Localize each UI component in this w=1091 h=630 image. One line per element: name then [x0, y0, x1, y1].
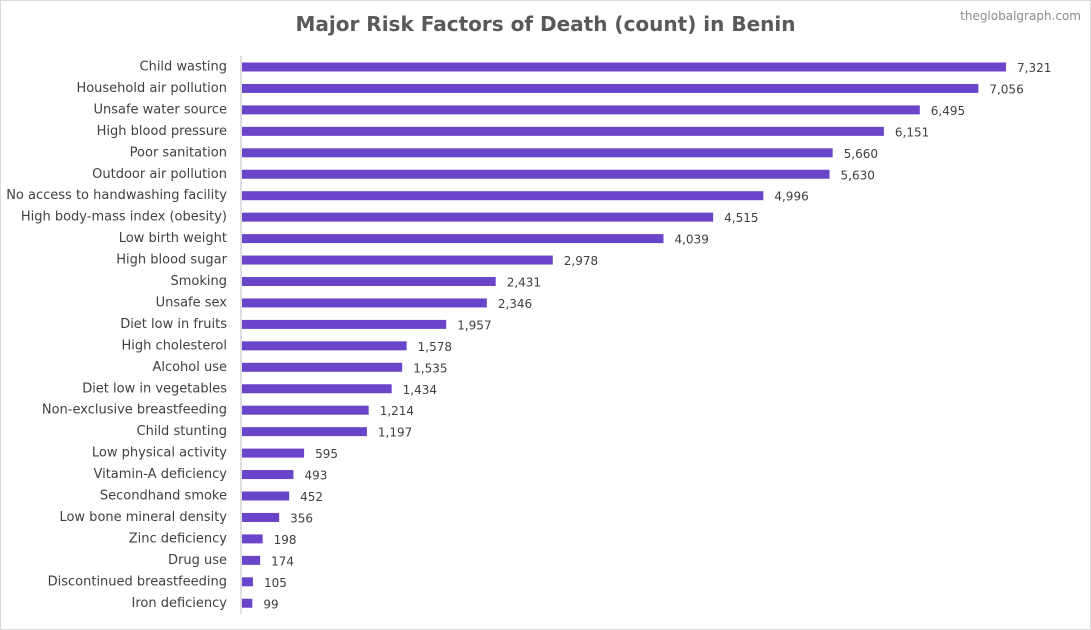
category-label: Low birth weight: [119, 231, 227, 246]
category-label: Outdoor air pollution: [92, 167, 227, 182]
category-label: Unsafe sex: [156, 295, 228, 310]
bar: [242, 598, 253, 608]
value-label: 174: [271, 554, 294, 568]
value-label: 6,151: [895, 125, 929, 139]
category-label: Low bone mineral density: [59, 510, 227, 525]
value-label: 1,578: [418, 340, 452, 354]
bar: [242, 427, 367, 437]
value-label: 2,978: [564, 254, 598, 268]
category-label: Iron deficiency: [132, 596, 228, 611]
category-label: Low physical activity: [92, 446, 227, 461]
bar: [242, 212, 714, 222]
category-label: High cholesterol: [122, 338, 227, 353]
bar: [242, 191, 764, 201]
value-label: 198: [274, 533, 297, 547]
value-label: 2,431: [507, 276, 541, 290]
value-label: 2,346: [498, 297, 532, 311]
bar: [242, 298, 487, 308]
value-label: 5,660: [844, 147, 878, 161]
value-label: 105: [264, 576, 287, 590]
bar: [242, 577, 253, 587]
bar: [242, 319, 447, 329]
category-labels: Child wasting Household air pollution Unsa…: [6, 60, 227, 611]
bar: [242, 277, 496, 286]
value-label: 5,630: [841, 168, 875, 182]
bar: [242, 62, 1006, 72]
value-label: 4,996: [774, 190, 808, 204]
chart-title: Major Risk Factors of Death (count) in B…: [295, 12, 796, 36]
value-label: 356: [290, 511, 313, 525]
category-label: Unsafe water source: [93, 102, 227, 117]
category-label: Zinc deficiency: [129, 531, 228, 546]
value-label: 99: [263, 597, 278, 611]
value-label: 7,321: [1017, 61, 1051, 75]
bar: [242, 169, 830, 179]
bar: [242, 470, 294, 480]
value-label: 1,214: [380, 404, 414, 418]
bar: [242, 491, 290, 501]
bar: [242, 555, 261, 565]
bar: [242, 105, 920, 115]
bar: [242, 384, 392, 394]
category-label: Diet low in vegetables: [82, 381, 227, 396]
value-label: 452: [300, 490, 323, 504]
bar: [242, 534, 263, 544]
bars: [242, 62, 1006, 608]
bar: [242, 341, 407, 351]
watermark: theglobalgraph.com: [960, 9, 1081, 23]
category-label: Child stunting: [137, 424, 227, 439]
category-label: Non-exclusive breastfeeding: [42, 403, 227, 418]
bar: [242, 148, 833, 158]
value-label: 1,434: [403, 383, 437, 397]
value-label: 4,515: [724, 211, 758, 225]
category-label: Alcohol use: [152, 360, 227, 375]
category-label: Discontinued breastfeeding: [48, 574, 227, 589]
value-label: 6,495: [931, 104, 965, 118]
category-label: Poor sanitation: [130, 145, 227, 160]
bar: [242, 234, 664, 244]
value-label: 1,957: [457, 318, 491, 332]
value-label: 493: [304, 469, 327, 483]
bar: [242, 448, 305, 458]
value-label: 1,197: [378, 426, 412, 440]
bar: [242, 255, 553, 265]
value-label: 595: [315, 447, 338, 461]
category-label: No access to handwashing facility: [6, 188, 227, 203]
category-label: Household air pollution: [76, 81, 227, 96]
category-label: Child wasting: [140, 60, 228, 75]
category-label: High body-mass index (obesity): [21, 210, 227, 225]
value-label: 1,535: [413, 361, 447, 375]
category-label: High blood sugar: [116, 253, 227, 268]
category-label: Smoking: [170, 274, 227, 289]
category-label: High blood pressure: [97, 124, 227, 139]
bar: [242, 362, 403, 372]
bar: [242, 405, 369, 415]
category-label: Diet low in fruits: [120, 317, 227, 332]
category-label: Secondhand smoke: [100, 489, 227, 504]
bar: [242, 83, 979, 93]
category-label: Drug use: [168, 553, 227, 568]
bar: [242, 512, 280, 522]
value-label: 4,039: [674, 233, 708, 247]
value-label: 7,056: [989, 82, 1023, 96]
category-label: Vitamin-A deficiency: [93, 467, 227, 482]
bar: [242, 126, 884, 136]
